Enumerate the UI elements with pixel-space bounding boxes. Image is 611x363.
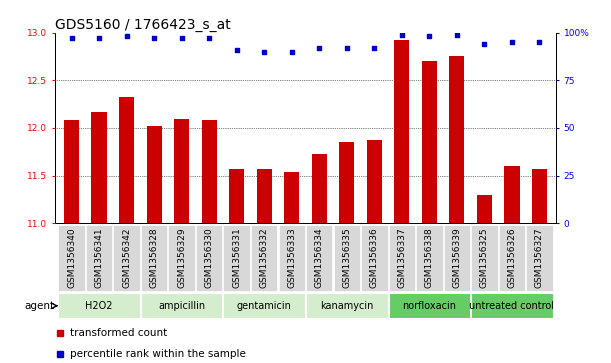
Text: GSM1356336: GSM1356336: [370, 227, 379, 288]
Text: GSM1356330: GSM1356330: [205, 227, 214, 288]
Point: [397, 32, 407, 37]
Text: gentamicin: gentamicin: [237, 301, 291, 311]
Text: GSM1356337: GSM1356337: [397, 227, 406, 288]
Bar: [229, 169, 244, 223]
Text: GSM1356341: GSM1356341: [95, 227, 103, 288]
Text: GSM1356331: GSM1356331: [232, 227, 241, 288]
Point: [67, 36, 76, 41]
Bar: [92, 112, 106, 223]
Point: [204, 36, 214, 41]
Point: [315, 45, 324, 51]
Text: GSM1356326: GSM1356326: [508, 227, 516, 288]
Bar: [284, 172, 299, 223]
Text: GSM1356328: GSM1356328: [150, 227, 159, 288]
FancyBboxPatch shape: [306, 225, 332, 291]
FancyBboxPatch shape: [471, 293, 553, 318]
FancyBboxPatch shape: [471, 225, 497, 291]
FancyBboxPatch shape: [224, 293, 305, 318]
Bar: [257, 169, 272, 223]
Text: GSM1356332: GSM1356332: [260, 227, 269, 288]
Point: [287, 49, 296, 55]
Bar: [202, 120, 217, 223]
Bar: [449, 57, 464, 223]
Bar: [422, 61, 437, 223]
FancyBboxPatch shape: [306, 293, 387, 318]
Point: [342, 45, 352, 51]
Bar: [174, 119, 189, 223]
FancyBboxPatch shape: [141, 293, 222, 318]
FancyBboxPatch shape: [58, 225, 85, 291]
Text: kanamycin: kanamycin: [320, 301, 373, 311]
FancyBboxPatch shape: [58, 293, 140, 318]
Text: GSM1356329: GSM1356329: [177, 227, 186, 288]
Text: H2O2: H2O2: [86, 301, 113, 311]
FancyBboxPatch shape: [141, 225, 167, 291]
Text: GSM1356338: GSM1356338: [425, 227, 434, 288]
Text: agent: agent: [24, 301, 54, 311]
Point: [177, 36, 186, 41]
Point: [122, 33, 131, 39]
Point: [535, 39, 544, 45]
Text: GSM1356335: GSM1356335: [342, 227, 351, 288]
Point: [425, 33, 434, 39]
FancyBboxPatch shape: [416, 225, 442, 291]
Bar: [367, 140, 382, 223]
Point: [370, 45, 379, 51]
FancyBboxPatch shape: [169, 225, 195, 291]
FancyBboxPatch shape: [361, 225, 387, 291]
Point: [452, 32, 462, 37]
FancyBboxPatch shape: [251, 225, 277, 291]
Point: [259, 49, 269, 55]
Point: [232, 47, 241, 53]
FancyBboxPatch shape: [499, 225, 525, 291]
Bar: [394, 40, 409, 223]
Point: [94, 36, 104, 41]
FancyBboxPatch shape: [196, 225, 222, 291]
Bar: [119, 97, 134, 223]
FancyBboxPatch shape: [526, 225, 553, 291]
Text: GSM1356339: GSM1356339: [452, 227, 461, 288]
Text: GSM1356333: GSM1356333: [287, 227, 296, 288]
Text: GSM1356334: GSM1356334: [315, 227, 324, 288]
FancyBboxPatch shape: [279, 225, 305, 291]
FancyBboxPatch shape: [389, 225, 415, 291]
FancyBboxPatch shape: [334, 225, 360, 291]
Bar: [147, 126, 162, 223]
Text: GSM1356325: GSM1356325: [480, 227, 489, 288]
Bar: [532, 169, 547, 223]
FancyBboxPatch shape: [444, 225, 470, 291]
Text: GSM1356340: GSM1356340: [67, 227, 76, 288]
Point: [480, 41, 489, 47]
Text: ampicillin: ampicillin: [158, 301, 205, 311]
Text: GDS5160 / 1766423_s_at: GDS5160 / 1766423_s_at: [55, 18, 231, 32]
Text: GSM1356327: GSM1356327: [535, 227, 544, 288]
Text: GSM1356342: GSM1356342: [122, 228, 131, 288]
Text: transformed count: transformed count: [70, 327, 167, 338]
Bar: [339, 142, 354, 223]
Text: percentile rank within the sample: percentile rank within the sample: [70, 349, 246, 359]
Text: untreated control: untreated control: [469, 301, 554, 311]
FancyBboxPatch shape: [224, 225, 250, 291]
Bar: [477, 195, 492, 223]
Bar: [505, 166, 519, 223]
FancyBboxPatch shape: [114, 225, 140, 291]
FancyBboxPatch shape: [389, 293, 470, 318]
Bar: [64, 120, 79, 223]
Text: norfloxacin: norfloxacin: [403, 301, 456, 311]
Point: [149, 36, 159, 41]
FancyBboxPatch shape: [86, 225, 112, 291]
Bar: [312, 154, 327, 223]
Point: [507, 39, 517, 45]
